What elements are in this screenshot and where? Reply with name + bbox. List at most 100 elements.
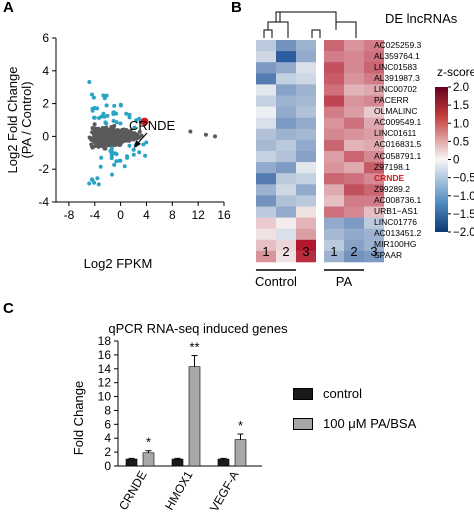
scatter-ylabel-line2: (PA / Control) [19,81,34,158]
heatmap-cell [296,51,316,63]
heatmap-cell [256,95,276,107]
scatter-point-significant [108,149,113,153]
heatmap-cell [276,173,296,185]
bar-chart: qPCR RNA-seq induced genes Fold Change 0… [71,321,288,514]
zscore-tick-label: −1.5 [453,209,474,221]
heatmap-cell [364,184,384,196]
zscore-tick-label: −0.5 [453,173,474,185]
scatter-point [96,135,101,140]
heatmap-cell [324,40,344,52]
scatter-point-significant [97,116,102,120]
heatmap-cell [344,117,364,130]
heatmap-cell [324,95,344,107]
group-label-control: Control [255,274,297,289]
heatmap-cell [344,184,364,196]
heatmap-cell [324,184,344,196]
scatter-point-significant [112,103,117,108]
heatmap-cell [296,40,316,52]
bar-ytick-label: 16 [98,348,112,362]
heatmap-cell [364,206,384,218]
heatmap-row-label: AC058791.1 [374,150,422,161]
heatmap-cell [364,84,384,96]
bar-title: qPCR RNA-seq induced genes [108,321,288,336]
significance-marker: * [238,418,243,433]
heatmap-cell [276,151,296,163]
scatter-point-significant [118,121,123,126]
zscore-tick-label: 0 [453,155,459,167]
heatmap-row-label: LINC01776 [374,217,418,228]
heatmap-cell [344,84,364,96]
scatter-point-significant [91,95,96,100]
heatmap-row-label: AC016831.5 [374,139,422,150]
heatmap-cell [324,73,344,85]
heatmap-cell [256,73,276,85]
heatmap-row-label: PACERR [374,95,409,105]
scatter-point [213,134,217,139]
scatter-point [125,132,130,137]
heatmap-cell [344,250,364,263]
heatmap-cell [296,151,316,163]
heatmap-cell [296,250,316,263]
bar-ytick-label: 6 [104,417,111,431]
heatmap-cell [324,162,344,174]
heatmap-cell [324,117,344,130]
heatmap-cell [296,106,316,118]
scatter-ylabel-line1: Log2 Fold Change [5,67,20,174]
heatmap-cell [276,239,296,252]
zscore-tick-label: 0.5 [453,136,469,148]
bar-control [125,458,138,467]
heatmap-cell [256,151,276,163]
bar-category-label: HMOX1 [162,468,196,512]
heatmap-cell [256,250,276,263]
heatmap-cell [256,162,276,174]
heatmap-cell [344,239,364,252]
heatmap-cell [296,73,316,85]
heatmap-cell [324,228,344,241]
bar-ytick-label: 14 [98,362,112,376]
heatmap-cell [276,162,296,174]
scatter-point [137,129,142,134]
heatmap-cell [344,162,364,174]
scatter-ytick-label: 4 [42,64,49,78]
heatmap-row-label: AL359764.1 [374,50,420,61]
heatmap-cell [296,162,316,174]
heatmap-cell [276,95,296,107]
group-label-pa: PA [336,274,353,289]
heatmap-cell [276,106,296,118]
scatter-point-significant [134,118,139,123]
legend-item-control: control [293,386,362,401]
heatmap-row-label: SPAAR [374,250,403,261]
scatter-point-significant [87,181,92,186]
heatmap-cell [256,128,276,141]
scatter-point-significant [105,113,110,118]
scatter-point-significant [87,80,92,84]
heatmap-cell [364,106,384,118]
heatmap-cell [256,40,276,52]
scatter-point-significant [137,116,142,121]
bar-ytick-label: 2 [104,445,111,459]
zscore-tick-label: 1.0 [453,118,469,130]
significance-marker: * [146,435,151,450]
heatmap-cell [296,173,316,185]
bar-ytick-label: 8 [104,403,111,417]
zscore-colorbar [435,87,448,232]
heatmap-row-label: Z99289.2 [374,183,410,194]
heatmap-row-label: OLMALINC [374,106,418,117]
heatmap-cell [364,239,384,252]
scatter-point [107,129,112,134]
legend-label-control: control [323,386,363,401]
legend-swatch-pa [293,417,313,430]
heatmap-cell [324,217,344,229]
heatmap-cell [344,51,364,63]
scatter-point-significant [110,172,114,177]
heatmap-cell [344,228,364,241]
scatter-ytick-label: -2 [38,162,49,176]
scatter-xtick-label: 0 [117,208,124,222]
heatmap-cell [344,62,364,74]
scatter-xtick-label: -8 [64,208,75,222]
heatmap-cell [324,206,344,218]
heatmap-cell [276,217,296,229]
heatmap-cell [324,106,344,118]
scatter-point [92,126,97,131]
